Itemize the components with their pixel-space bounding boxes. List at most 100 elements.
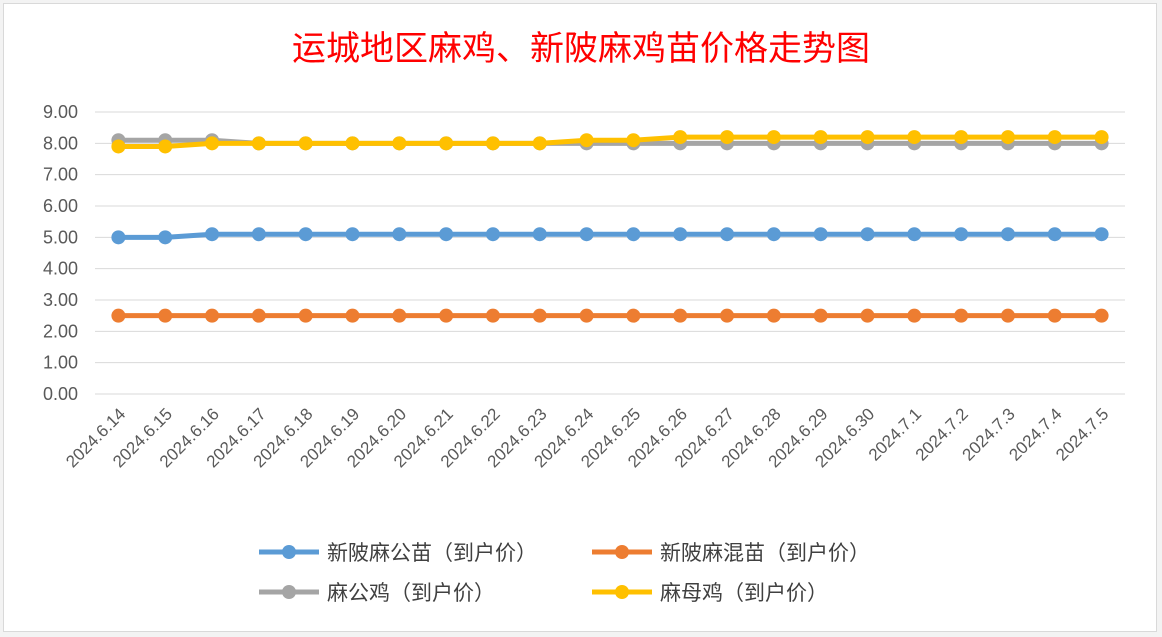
x-tick-label: 2024.7.5: [1052, 404, 1112, 464]
data-point: [251, 227, 266, 242]
data-point: [485, 308, 500, 323]
legend-swatch-marker: [615, 545, 629, 559]
x-axis-ticks: 2024.6.142024.6.152024.6.162024.6.172024…: [62, 404, 1112, 471]
data-point: [1094, 130, 1109, 145]
y-tick-label: 0.00: [43, 384, 78, 404]
data-point: [813, 227, 828, 242]
data-point: [392, 136, 407, 151]
data-point: [579, 227, 594, 242]
legend-swatch-marker: [282, 545, 296, 559]
data-point: [532, 308, 547, 323]
legend-item[interactable]: 麻母鸡（到户价）: [592, 581, 828, 605]
y-tick-label: 8.00: [43, 133, 78, 153]
series-0: [111, 227, 1109, 245]
y-tick-label: 7.00: [43, 165, 78, 185]
series-group: [111, 130, 1109, 323]
data-point: [532, 136, 547, 151]
data-point: [813, 308, 828, 323]
y-tick-label: 4.00: [43, 259, 78, 279]
data-point: [1000, 227, 1015, 242]
legend-label: 麻母鸡（到户价）: [660, 581, 828, 605]
data-point: [720, 308, 735, 323]
data-point: [111, 308, 126, 323]
data-point: [251, 136, 266, 151]
data-point: [485, 136, 500, 151]
data-point: [158, 139, 173, 154]
y-tick-label: 1.00: [43, 353, 78, 373]
data-point: [158, 308, 173, 323]
data-point: [392, 308, 407, 323]
legend-swatch-marker: [615, 585, 629, 599]
legend-label: 新陂麻混苗（到户价）: [660, 541, 870, 565]
series-1: [111, 308, 1109, 323]
legend-swatch-marker: [282, 585, 296, 599]
data-point: [907, 227, 922, 242]
data-point: [298, 227, 313, 242]
chart-title: 运城地区麻鸡、新陂麻鸡苗价格走势图: [292, 29, 870, 69]
series-line: [115, 231, 1105, 240]
data-point: [766, 130, 781, 145]
data-point: [1047, 308, 1062, 323]
data-point: [439, 136, 454, 151]
data-point: [251, 308, 266, 323]
y-tick-label: 9.00: [43, 102, 78, 122]
legend-label: 新陂麻公苗（到户价）: [327, 541, 537, 565]
data-point: [954, 130, 969, 145]
y-tick-label: 3.00: [43, 290, 78, 310]
data-point: [1000, 308, 1015, 323]
data-point: [626, 227, 641, 242]
data-point: [1094, 308, 1109, 323]
data-point: [298, 136, 313, 151]
series-3: [111, 130, 1109, 154]
series-line: [115, 134, 1105, 149]
data-point: [954, 227, 969, 242]
data-point: [111, 230, 126, 245]
data-point: [579, 308, 594, 323]
data-point: [345, 136, 360, 151]
data-point: [158, 230, 173, 245]
data-point: [205, 308, 220, 323]
y-tick-label: 2.00: [43, 321, 78, 341]
data-point: [626, 308, 641, 323]
data-point: [298, 308, 313, 323]
data-point: [111, 139, 126, 154]
data-point: [392, 227, 407, 242]
data-point: [860, 308, 875, 323]
data-point: [860, 227, 875, 242]
y-tick-label: 5.00: [43, 227, 78, 247]
data-point: [626, 133, 641, 148]
data-point: [720, 227, 735, 242]
data-point: [907, 130, 922, 145]
data-point: [1047, 130, 1062, 145]
y-axis-ticks: 0.00 1.00 2.00 3.00 4.00 5.00 6.00 7.00 8.00 9.00: [43, 102, 78, 404]
data-point: [673, 130, 688, 145]
data-point: [439, 308, 454, 323]
data-point: [439, 227, 454, 242]
data-point: [766, 308, 781, 323]
data-point: [1000, 130, 1015, 145]
data-point: [954, 308, 969, 323]
data-point: [673, 227, 688, 242]
data-point: [860, 130, 875, 145]
data-point: [813, 130, 828, 145]
y-tick-label: 6.00: [43, 196, 78, 216]
data-point: [205, 136, 220, 151]
data-point: [720, 130, 735, 145]
legend-item[interactable]: 麻公鸡（到户价）: [259, 581, 495, 605]
data-point: [485, 227, 500, 242]
legend-item[interactable]: 新陂麻公苗（到户价）: [259, 541, 537, 565]
legend: 新陂麻公苗（到户价） 新陂麻混苗（到户价） 麻公鸡（到户价） 麻母鸡（到户价）: [259, 541, 870, 605]
data-point: [1047, 227, 1062, 242]
data-point: [673, 308, 688, 323]
legend-item[interactable]: 新陂麻混苗（到户价）: [592, 541, 870, 565]
data-point: [766, 227, 781, 242]
data-point: [579, 133, 594, 148]
gridlines: [95, 111, 1125, 395]
legend-label: 麻公鸡（到户价）: [327, 581, 495, 605]
data-point: [907, 308, 922, 323]
data-point: [205, 227, 220, 242]
data-point: [345, 308, 360, 323]
data-point: [1094, 227, 1109, 242]
